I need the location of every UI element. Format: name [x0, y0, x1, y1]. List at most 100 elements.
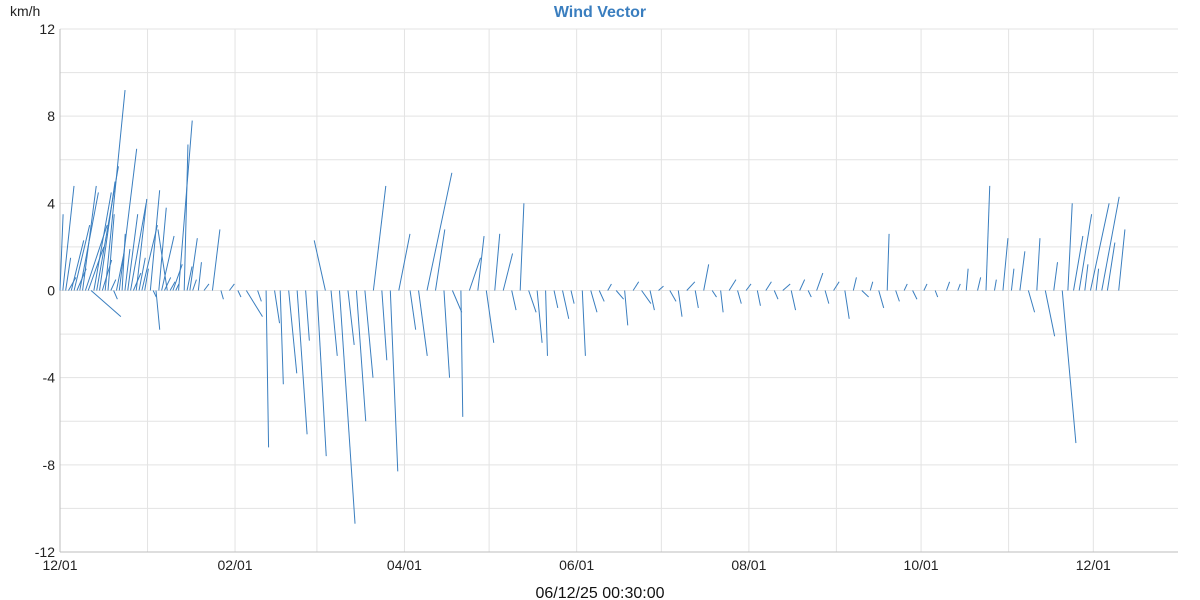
wind-vector [189, 238, 198, 291]
wind-vector [192, 279, 197, 291]
wind-vector [669, 290, 677, 302]
wind-vector [178, 120, 193, 291]
wind-vector [434, 229, 446, 291]
wind-vector [68, 277, 77, 291]
y-tick-label: 4 [47, 195, 55, 211]
wind-vector [494, 233, 501, 291]
wind-vector [765, 281, 772, 291]
y-tick-label: 0 [47, 283, 55, 299]
wind-vector [237, 290, 242, 298]
wind-vector [686, 281, 696, 291]
wind-vector [426, 172, 453, 291]
wind-vector [844, 290, 850, 319]
wind-vector [977, 277, 982, 291]
wind-vector [1044, 290, 1056, 337]
wind-vector [957, 283, 961, 291]
wind-vector [536, 290, 543, 343]
wind-vector [99, 181, 116, 291]
wind-vector [257, 290, 262, 302]
wind-vector [745, 283, 752, 291]
y-tick-label: -4 [43, 370, 56, 386]
timestamp-label: 06/12/25 00:30:00 [535, 585, 664, 600]
wind-vector [833, 281, 840, 291]
wind-vector [562, 290, 570, 319]
wind-vector [694, 290, 699, 309]
wind-vector [1061, 290, 1077, 444]
wind-vector [790, 290, 797, 311]
wind-vector [816, 272, 824, 291]
wind-vector [418, 290, 428, 356]
wind-vector [381, 290, 388, 361]
wind-vector [124, 249, 131, 291]
wind-vector [138, 257, 146, 291]
wind-vector [903, 283, 908, 291]
wind-vector [607, 283, 612, 291]
wind-vector [649, 290, 655, 311]
wind-vector [364, 290, 374, 378]
wind-vector [313, 240, 326, 291]
wind-vector [912, 290, 918, 300]
wind-vector [799, 279, 806, 291]
wind-vector [443, 290, 451, 378]
wind-vector [274, 290, 281, 324]
wind-vector [228, 283, 235, 291]
wind-vector [372, 185, 387, 291]
wind-vector [409, 290, 417, 330]
wind-vector [135, 198, 148, 291]
wind-vector [288, 290, 298, 374]
wind-vector [1036, 238, 1041, 291]
chart-grid [59, 28, 1178, 553]
wind-vector [1010, 268, 1015, 291]
wind-vector [110, 279, 117, 291]
wind-vector [141, 225, 158, 291]
wind-vector [152, 290, 157, 298]
wind-vector [852, 277, 857, 291]
wind-vector [658, 285, 664, 291]
wind-vector [355, 290, 367, 422]
x-tick-label: 02/01 [218, 557, 253, 573]
wind-vector [460, 290, 464, 417]
wind-vector [279, 290, 284, 385]
wind-vector [130, 203, 147, 291]
wind-vector [773, 290, 779, 300]
wind-vector [545, 290, 548, 356]
wind-vector [711, 290, 717, 298]
wind-vector [451, 290, 463, 313]
wind-vector [305, 290, 310, 341]
wind-vector [477, 235, 485, 291]
x-tick-label: 12/01 [1076, 557, 1111, 573]
x-tick-label: 10/01 [904, 557, 939, 573]
wind-vector [164, 277, 172, 291]
chart-title: Wind Vector [554, 4, 646, 21]
x-tick-label: 04/01 [387, 557, 422, 573]
wind-vector [1089, 203, 1110, 291]
wind-vector [1084, 264, 1089, 291]
wind-vector [737, 290, 742, 304]
wind-vector [1019, 251, 1026, 291]
wind-vector [65, 257, 72, 291]
wind-vector [869, 281, 874, 291]
wind-vector [985, 185, 991, 291]
wind-vector [144, 268, 149, 291]
wind-vector [485, 290, 495, 343]
wind-vector [590, 290, 598, 313]
wind-vector [211, 229, 221, 291]
wind-vectors [59, 89, 1126, 524]
wind-vector [59, 214, 64, 291]
wind-vector [398, 233, 411, 291]
wind-vector [339, 290, 356, 524]
wind-vector [161, 235, 175, 291]
wind-vector [946, 281, 951, 291]
wind-vector [511, 290, 517, 311]
y-tick-label: -8 [43, 457, 56, 473]
wind-vector [82, 185, 97, 291]
wind-vector [1101, 196, 1120, 291]
wind-vector [121, 233, 126, 291]
wind-vector [73, 225, 91, 291]
wind-vector [720, 290, 724, 313]
wind-vector [934, 290, 939, 298]
wind-vector [1073, 235, 1084, 291]
wind-vector [615, 290, 625, 300]
wind-vector [624, 290, 629, 326]
x-axis-ticks: 12/01 02/01 04/01 06/01 08/01 10/01 12/01 [42, 557, 1111, 573]
